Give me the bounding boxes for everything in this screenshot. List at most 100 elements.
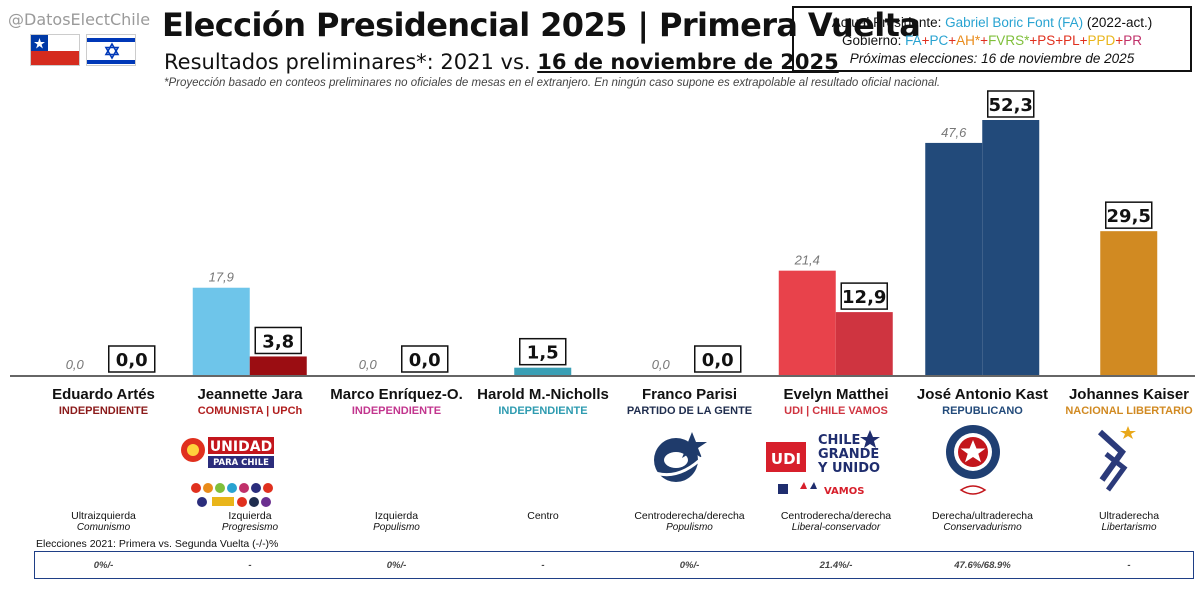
data-label-2021: 0,0	[359, 357, 378, 372]
data-label-2021: 17,9	[209, 270, 234, 285]
candidate-ideology-detail: Progresismo	[221, 522, 279, 533]
data-label-2025: 0,0	[702, 350, 734, 371]
unidad-para-chile-logo: UNIDAD PARA CHILE	[178, 432, 288, 512]
bar-2021	[192, 287, 250, 375]
bar-2025	[514, 367, 572, 375]
government-party-token: PL	[1063, 33, 1080, 48]
data-label-box-2025	[519, 337, 567, 366]
government-party-token: +	[1055, 33, 1064, 48]
government-party-token: +	[1029, 33, 1038, 48]
data-label-2025: 0,0	[116, 350, 148, 371]
elections-2021-box	[34, 551, 1194, 579]
candidate-ideology: Centro	[527, 510, 559, 522]
candidate-ideology: Izquierda	[228, 510, 272, 522]
candidate-party: REPUBLICANO	[942, 405, 1023, 417]
subtitle-date: 16 de noviembre de 2025	[537, 50, 839, 74]
candidate-ideology: Ultraizquierda	[71, 510, 136, 522]
data-label-box-2025	[254, 326, 302, 355]
jara-logo-line1: UNIDAD	[210, 439, 272, 455]
data-label-2021: 0,0	[66, 357, 85, 372]
bar-2025	[835, 312, 893, 375]
data-label-2025: 29,5	[1107, 206, 1151, 227]
data-label-box-2025	[401, 345, 449, 373]
candidate-name: Evelyn Matthei	[783, 386, 889, 403]
footnote: *Proyección basado en conteos preliminar…	[164, 77, 941, 89]
data-label-2025: 3,8	[262, 331, 294, 352]
data-label-2025: 12,9	[842, 287, 886, 308]
partido-de-la-gente-logo	[640, 426, 720, 486]
subtitle-prefix: Resultados preliminares*: 2021 vs.	[164, 50, 538, 74]
government-party-token: PS	[1037, 33, 1056, 48]
israel-flag-icon	[86, 34, 136, 66]
candidate-party: NACIONAL LIBERTARIO	[1065, 405, 1193, 417]
data-label-box-2025	[694, 345, 742, 373]
government-infobox: Actual Presidente: Gabriel Boric Font (F…	[792, 6, 1192, 72]
page-title: Elección Presidencial 2025 | Primera Vue…	[162, 6, 921, 44]
candidate-ideology: Izquierda	[374, 510, 419, 522]
data-label-box-2025	[987, 90, 1035, 118]
data-label-2021: 47,6	[941, 125, 967, 140]
government-party-token: +	[1115, 33, 1124, 48]
government-party-token: +	[1079, 33, 1088, 48]
account-handle: @DatosElectChile	[8, 10, 151, 29]
candidate-ideology-detail: Libertarismo	[1101, 522, 1157, 533]
result-2021-value: -	[1127, 560, 1131, 571]
candidate-party: INDEPENDIENTE	[351, 405, 442, 417]
government-party-token: PR	[1123, 33, 1142, 48]
chile-vamos-logo: UDI CHILE GRANDE Y UNIDO VAMOS	[764, 428, 884, 500]
candidate-party: PARTIDO DE LA GENTE	[626, 405, 753, 417]
candidate-name: Marco Enríquez-O.	[330, 386, 463, 403]
data-label-2021: 21,4	[794, 253, 820, 268]
result-2021-value: 0%/-	[93, 560, 114, 571]
chile-grande-line2: GRANDE	[818, 447, 879, 462]
government-party-token: PC	[929, 33, 949, 48]
candidate-party: COMUNISTA | UPCh	[197, 405, 303, 417]
government-party-token: FA	[905, 33, 922, 48]
candidate-name: José Antonio Kast	[916, 386, 1049, 403]
data-label-2025: 52,3	[989, 95, 1033, 116]
data-label-2025: 1,5	[527, 343, 559, 364]
next-elections: Próximas elecciones: 16 de noviembre de …	[849, 51, 1135, 66]
result-2021-value: -	[248, 560, 252, 571]
candidate-ideology-detail: Comunismo	[76, 522, 131, 533]
result-2021-value: 21.4%/-	[819, 560, 853, 571]
candidate-ideology-detail: Conservadurismo	[943, 522, 1022, 533]
bar-2025	[249, 356, 307, 375]
bar-2025	[982, 120, 1040, 375]
candidate-party: INDEPENDIENTE	[58, 405, 149, 417]
candidate-name: Franco Parisi	[641, 386, 738, 403]
candidate-name: Jeannette Jara	[197, 386, 303, 403]
result-2021-value: -	[541, 560, 545, 571]
candidate-ideology: Centroderecha/derecha	[634, 510, 745, 522]
government-party-token: +	[921, 33, 930, 48]
candidate-ideology-detail: Liberal-conservador	[791, 522, 881, 533]
udi-logo-text: UDI	[771, 450, 801, 468]
data-label-2021: 0,0	[652, 357, 671, 372]
president-term: (2022-act.)	[1083, 15, 1153, 30]
government-party-token: +	[948, 33, 957, 48]
president-line: Actual Presidente: Gabriel Boric Font (F…	[794, 14, 1190, 32]
bar-2021	[925, 142, 983, 375]
candidate-name: Harold M.-Nicholls	[477, 386, 609, 403]
candidate-name: Johannes Kaiser	[1068, 386, 1190, 403]
government-line: Gobierno: FA+PC+AH*+FVRS*+PS+PL+PPD+PR	[794, 32, 1190, 50]
candidate-party: UDI | CHILE VAMOS	[784, 405, 888, 417]
vamos-logo-text: VAMOS	[824, 486, 864, 497]
nacional-libertario-logo	[1092, 424, 1142, 494]
government-label: Gobierno:	[842, 33, 906, 48]
government-parties: FA+PC+AH*+FVRS*+PS+PL+PPD+PR	[905, 33, 1142, 48]
data-label-box-2025	[840, 282, 888, 310]
bar-2021	[778, 270, 836, 375]
data-label-box-2025	[108, 345, 156, 373]
result-2021-value: 0%/-	[386, 560, 407, 571]
chile-grande-line1: CHILE	[818, 433, 860, 448]
candidate-ideology: Derecha/ultraderecha	[932, 510, 1033, 522]
candidate-ideology-detail: Populismo	[666, 522, 713, 533]
bar-2025	[1100, 231, 1158, 375]
republicano-logo	[938, 424, 1008, 504]
elections-2021-label: Elecciones 2021: Primera vs. Segunda Vue…	[36, 538, 279, 550]
result-2021-value: 0%/-	[679, 560, 700, 571]
government-party-token: +	[980, 33, 989, 48]
candidate-party: INDEPENDIENTE	[498, 405, 588, 417]
government-party-token: AH*	[956, 33, 981, 48]
